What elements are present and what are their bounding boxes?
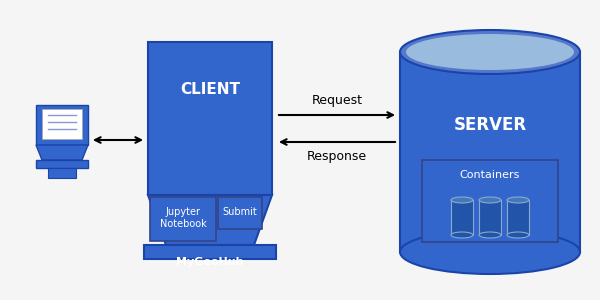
Polygon shape xyxy=(48,168,76,178)
Polygon shape xyxy=(218,197,262,229)
Polygon shape xyxy=(507,200,529,235)
Polygon shape xyxy=(150,197,216,241)
Text: SERVER: SERVER xyxy=(454,116,527,134)
Polygon shape xyxy=(36,145,88,160)
Ellipse shape xyxy=(400,230,580,274)
Ellipse shape xyxy=(451,232,473,238)
Polygon shape xyxy=(148,195,272,245)
Polygon shape xyxy=(36,105,88,145)
Text: CLIENT: CLIENT xyxy=(180,82,240,98)
Ellipse shape xyxy=(406,34,574,70)
Ellipse shape xyxy=(451,197,473,203)
Ellipse shape xyxy=(507,197,529,203)
Polygon shape xyxy=(36,160,88,168)
Polygon shape xyxy=(42,109,82,139)
Text: MyGeoHub: MyGeoHub xyxy=(176,257,244,267)
Polygon shape xyxy=(144,245,276,259)
Text: Containers: Containers xyxy=(460,170,520,180)
Ellipse shape xyxy=(479,197,501,203)
Ellipse shape xyxy=(400,30,580,74)
Text: Request: Request xyxy=(311,94,362,107)
FancyBboxPatch shape xyxy=(422,160,558,242)
Polygon shape xyxy=(479,200,501,235)
Text: Submit: Submit xyxy=(223,207,257,217)
Polygon shape xyxy=(400,52,580,252)
Ellipse shape xyxy=(507,232,529,238)
Text: Jupyter
Notebook: Jupyter Notebook xyxy=(160,207,206,229)
Polygon shape xyxy=(148,42,272,195)
Text: Response: Response xyxy=(307,150,367,163)
Polygon shape xyxy=(451,200,473,235)
Ellipse shape xyxy=(479,232,501,238)
